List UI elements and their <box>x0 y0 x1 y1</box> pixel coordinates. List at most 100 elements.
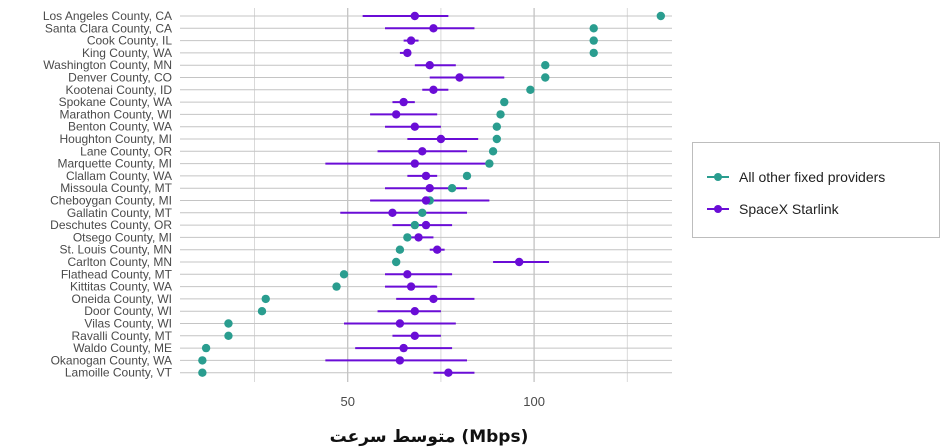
starlink-point <box>410 331 420 340</box>
category-label: Waldo County, ME <box>73 341 172 355</box>
category-label: Marathon County, WI <box>60 107 173 121</box>
starlink-point <box>421 196 431 205</box>
category-label: Vilas County, WI <box>84 317 172 331</box>
other-providers-point <box>224 331 233 340</box>
gridlines <box>254 8 628 382</box>
other-providers-point <box>541 60 550 70</box>
starlink-point <box>399 343 408 353</box>
category-label: Los Angeles County, CA <box>43 9 172 23</box>
legend-item-all-other-fixed-providers: All other fixed providers <box>707 167 885 187</box>
x-tick-label: 50 <box>340 394 354 409</box>
starlink-point <box>399 97 408 107</box>
other-providers-point <box>410 220 420 230</box>
category-label: Cheboygan County, MI <box>50 194 172 208</box>
starlink-point <box>429 294 438 304</box>
other-providers-point <box>198 356 207 365</box>
category-label: Denver County, CO <box>68 71 172 85</box>
category-label: Door County, WI <box>84 304 172 318</box>
other-providers-point <box>488 147 498 156</box>
starlink-point <box>455 73 464 82</box>
x-tick-label: 100 <box>523 394 545 409</box>
starlink-point <box>444 368 453 377</box>
category-label: Flathead County, MT <box>61 267 173 281</box>
category-label: Marquette County, MI <box>58 157 173 171</box>
other-providers-point <box>224 319 233 328</box>
category-label: Clallam County, WA <box>66 169 172 183</box>
category-label: Santa Clara County, CA <box>45 21 172 35</box>
starlink-point <box>410 122 420 131</box>
category-label: Lamoille County, VT <box>65 366 173 380</box>
category-label: Kittitas County, WA <box>70 280 172 294</box>
data-marks <box>198 11 666 377</box>
other-providers-point <box>261 294 270 304</box>
starlink-point <box>403 48 412 58</box>
starlink-point <box>410 159 420 168</box>
starlink-point <box>391 110 401 119</box>
category-label: Benton County, WA <box>68 120 172 134</box>
category-label: Deschutes County, OR <box>50 218 172 232</box>
category-label: Houghton County, MI <box>59 132 172 146</box>
other-providers-point <box>395 245 405 254</box>
starlink-point <box>429 85 438 95</box>
starlink-point <box>395 319 405 328</box>
other-providers-point <box>500 97 509 107</box>
category-label: Ravalli County, MT <box>72 329 173 343</box>
other-providers-point <box>589 36 598 45</box>
starlink-point <box>395 356 405 365</box>
starlink-point <box>436 134 446 144</box>
starlink-point <box>432 245 442 254</box>
other-providers-point <box>485 159 494 168</box>
chart-legend: All other fixed providers SpaceX Starlin… <box>692 142 940 238</box>
other-providers-point <box>201 343 211 353</box>
starlink-point <box>414 233 423 242</box>
starlink-point <box>403 270 412 279</box>
category-label: Otsego County, MI <box>73 230 172 244</box>
other-providers-point <box>541 73 550 82</box>
other-providers-point <box>656 11 666 21</box>
starlink-point <box>421 220 431 230</box>
category-label: Cook County, IL <box>87 34 172 48</box>
legend-swatch-teal <box>707 173 729 181</box>
legend-label: All other fixed providers <box>739 169 886 185</box>
starlink-point <box>514 257 524 267</box>
category-label: Missoula County, MT <box>60 181 172 195</box>
other-providers-point <box>332 282 341 291</box>
category-label: Spokane County, WA <box>59 95 172 109</box>
category-label: Carlton County, MN <box>68 255 172 269</box>
other-providers-point <box>403 233 412 242</box>
category-rows <box>180 15 672 374</box>
starlink-point <box>406 282 416 291</box>
other-providers-point <box>492 134 502 144</box>
other-providers-point <box>526 85 535 95</box>
legend-swatch-purple <box>707 205 729 213</box>
starlink-point <box>388 208 397 217</box>
starlink-point <box>429 24 438 33</box>
starlink-point <box>410 11 420 21</box>
other-providers-point <box>257 307 267 316</box>
x-axis-ticks: 50 100 <box>340 394 544 409</box>
category-label: Oneida County, WI <box>72 292 173 306</box>
other-providers-point <box>198 368 207 377</box>
category-label: Lane County, OR <box>80 144 172 158</box>
other-providers-point <box>447 184 457 193</box>
category-label: Kootenai County, ID <box>65 83 172 97</box>
starlink-point <box>406 36 416 45</box>
other-providers-point <box>462 171 472 181</box>
other-providers-point <box>339 270 349 279</box>
category-label: King County, WA <box>82 46 172 60</box>
other-providers-point <box>496 110 505 119</box>
other-providers-point <box>492 122 502 131</box>
other-providers-point <box>589 24 598 33</box>
starlink-point <box>421 171 431 181</box>
x-axis-title: متوسط سرعت (Mbps) <box>330 427 529 447</box>
category-label: Gallatin County, MT <box>67 206 173 220</box>
category-label: St. Louis County, MN <box>60 243 173 257</box>
legend-label: SpaceX Starlink <box>739 201 839 217</box>
starlink-point <box>410 307 420 316</box>
starlink-point <box>425 60 434 70</box>
category-label: Okanogan County, WA <box>51 353 172 367</box>
starlink-point <box>418 147 427 156</box>
other-providers-point <box>589 48 598 58</box>
